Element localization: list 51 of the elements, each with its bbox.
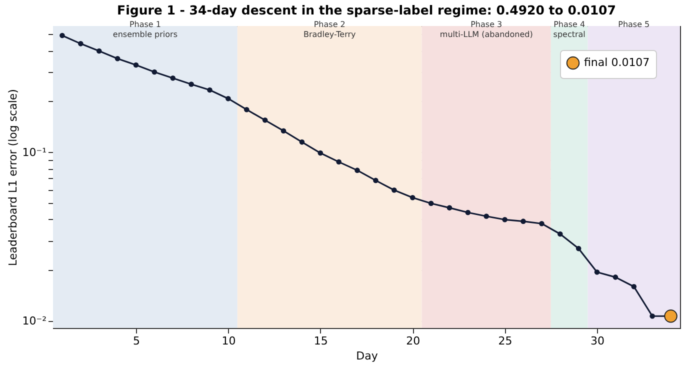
point [664,310,678,323]
point [96,48,102,54]
point [484,214,490,219]
point [576,246,582,252]
chart-title: Figure 1 - 34-day descent in the sparse-label regime: 0.4920 to 0.0107 [117,2,616,18]
y-tick-label: 10⁻² [22,314,46,328]
point [465,210,471,216]
x-tick-label: 10 [222,334,236,348]
band-label: Phase 2 Bradley-Terry [303,20,356,39]
point [78,41,84,46]
point [392,187,397,193]
point [557,231,563,237]
band-label: Phase 1 ensemble priors [112,20,178,39]
point [410,194,416,200]
point [207,87,212,93]
point [354,168,360,173]
x-axis-title: Day [356,350,378,362]
point [114,56,120,62]
x-tick-label: 5 [132,334,140,348]
point [280,128,286,134]
point [226,96,231,102]
point [446,205,452,210]
point [262,118,268,123]
point [373,178,378,184]
point [631,284,637,290]
point [299,139,305,145]
point [539,220,544,226]
point [188,82,194,87]
point [612,274,618,280]
y-axis-title: Leaderboard L1 error (log scale) [6,89,20,266]
point [133,62,139,68]
point [650,313,655,319]
y-tick-label: 10⁻¹ [22,146,46,159]
x-tick-label: 15 [314,334,328,348]
legend-label: final 0.0107 [584,56,650,69]
point [428,200,434,206]
band-label: Phase 5 [618,20,650,29]
point [152,69,158,75]
band-label: Phase 3 multi-LLM (abandoned) [440,20,533,39]
point [170,75,176,81]
point [318,150,324,156]
point [520,218,526,224]
point [60,32,65,38]
point [502,217,508,222]
point [336,159,342,165]
band-label: Phase 4 spectral [553,20,586,39]
x-tick-label: 25 [498,334,512,348]
x-tick-label: 30 [590,334,605,348]
point [244,106,250,112]
x-tick-label: 20 [406,334,420,348]
point [594,269,600,275]
